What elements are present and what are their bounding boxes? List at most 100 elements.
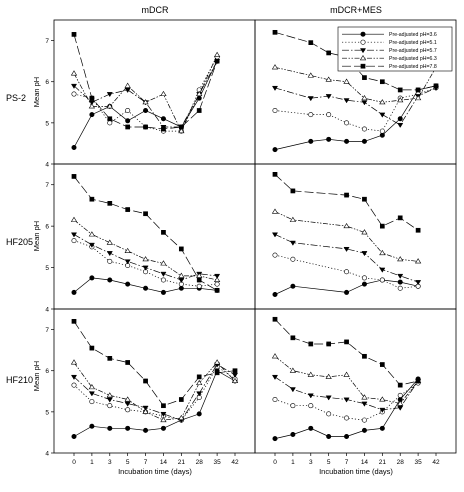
data-point: [160, 90, 167, 97]
data-point: [308, 341, 314, 347]
data-point: [143, 108, 149, 114]
data-point: [361, 251, 368, 257]
x-tick-label: 14: [361, 459, 369, 466]
panel-frame: [53, 163, 256, 310]
data-point: [124, 401, 131, 407]
data-point: [161, 230, 166, 235]
series-hf205-mdcr-mes-4: [271, 208, 422, 264]
data-point: [379, 267, 386, 273]
legend-label-ph63: Pre-adjusted pH=6.3: [389, 56, 437, 62]
data-point: [343, 246, 350, 253]
x-axis-label-mdcr-mes: Incubation time (days): [319, 467, 393, 476]
data-point: [272, 29, 278, 35]
data-point: [196, 379, 203, 386]
data-point: [196, 90, 203, 97]
x-tick-label: 42: [231, 459, 239, 466]
series-hf210-mdcr-4: [70, 359, 239, 423]
x-tick-label: 3: [309, 459, 313, 466]
series-ps2-mdcr-4: [70, 51, 221, 134]
data-point: [326, 341, 332, 347]
data-point: [290, 256, 296, 262]
series-line: [274, 87, 437, 132]
data-point: [214, 273, 221, 279]
data-point: [344, 415, 350, 421]
data-point: [289, 387, 296, 393]
data-point: [397, 400, 404, 406]
data-point: [272, 436, 278, 442]
y-tick-label: 5: [45, 265, 49, 272]
data-point: [71, 318, 77, 324]
data-point: [71, 91, 77, 97]
x-tick-label: 42: [432, 459, 440, 466]
data-point: [325, 395, 332, 401]
series-hf205-mdcr-5: [71, 174, 220, 293]
data-point: [326, 411, 332, 417]
data-point: [178, 278, 185, 284]
data-point: [379, 132, 385, 138]
series-line: [274, 382, 419, 421]
data-point: [397, 122, 404, 128]
y-tick-label: 6: [45, 224, 49, 231]
data-point: [397, 87, 403, 93]
data-point: [107, 116, 113, 122]
data-point: [308, 40, 314, 45]
x-tick-label: 0: [72, 459, 76, 466]
data-point: [196, 283, 202, 289]
series-line: [73, 56, 218, 132]
x-axis-label-mdcr: Incubation time (days): [118, 467, 192, 476]
data-point: [343, 371, 350, 377]
data-point: [379, 249, 386, 256]
data-point: [344, 120, 350, 126]
legend-label-ph78: Pre-adjusted pH=7.8: [389, 64, 437, 70]
series-hf210-mdcr-mes-1: [272, 376, 421, 442]
data-point: [343, 397, 350, 403]
data-point: [397, 97, 404, 103]
data-point: [362, 75, 367, 80]
panel-hf205-mdcr-mes: [254, 163, 457, 310]
data-point: [71, 32, 77, 37]
data-point: [143, 285, 149, 291]
series-line: [73, 60, 218, 128]
data-point: [415, 378, 421, 384]
x-tick-label: 0: [273, 459, 277, 466]
series-ps2-mdcr-mes-3: [271, 85, 440, 128]
data-point: [271, 374, 279, 380]
panel-frame: [254, 163, 457, 310]
series-line: [73, 370, 236, 437]
data-point: [272, 291, 278, 297]
legend-marker: [360, 63, 366, 69]
data-point: [361, 126, 367, 132]
data-point: [213, 359, 221, 365]
x-tick-label: 28: [397, 459, 405, 466]
data-point: [89, 423, 95, 429]
series-line: [73, 321, 236, 407]
series-hf205-mdcr-mes-3: [271, 232, 422, 286]
x-tick-label: 5: [126, 459, 130, 466]
data-point: [178, 124, 184, 130]
series-hf205-mdcr-4: [70, 216, 221, 283]
data-point: [325, 94, 332, 100]
panel-hf205-mdcr: 4 5 6 7: [45, 163, 256, 314]
data-point: [178, 397, 184, 402]
y-tick-label: 4: [45, 307, 49, 314]
panel-hf210-mdcr-mes: 0 1 3 5 7 14 21 28 35 42: [254, 308, 457, 466]
legend-marker: [360, 31, 366, 37]
data-point: [107, 120, 113, 126]
legend-marker: [360, 39, 366, 45]
data-point: [272, 397, 278, 403]
data-point: [326, 112, 332, 118]
data-point: [343, 78, 350, 84]
data-point: [271, 85, 279, 91]
legend-label-ph51: Pre-adjusted pH=5.1: [389, 40, 437, 46]
data-point: [272, 147, 278, 153]
row-title-hf210: HF210: [6, 375, 33, 385]
data-point: [107, 356, 113, 361]
y-tick-label: 7: [45, 182, 49, 189]
data-point: [89, 399, 95, 405]
data-point: [107, 425, 113, 431]
data-point: [142, 265, 149, 271]
y-tick-label: 7: [45, 327, 49, 334]
data-point: [271, 232, 279, 238]
data-point: [289, 367, 297, 373]
